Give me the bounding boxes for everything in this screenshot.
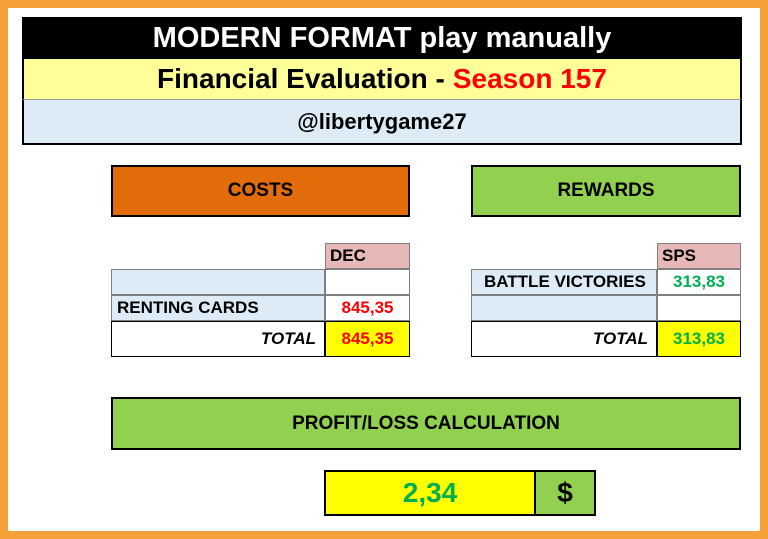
rewards-row-battle-label: BATTLE VICTORIES <box>471 269 657 295</box>
rewards-total-label: TOTAL <box>471 321 657 357</box>
rewards-header: REWARDS <box>471 165 741 217</box>
currency-symbol: $ <box>536 472 594 514</box>
costs-row-1-value <box>325 269 410 295</box>
rewards-row-2-value <box>657 295 741 321</box>
rewards-row-battle-value: 313,83 <box>657 269 741 295</box>
costs-row-1-label <box>111 269 325 295</box>
profit-loss-header: PROFIT/LOSS CALCULATION <box>111 397 741 450</box>
costs-total-value: 845,35 <box>325 321 410 357</box>
profit-value: 2,34 <box>326 472 536 514</box>
rewards-total-value: 313,83 <box>657 321 741 357</box>
rewards-row-2-label <box>471 295 657 321</box>
profit-result: 2,34 $ <box>324 470 596 516</box>
user-handle: @libertygame27 <box>22 99 742 145</box>
costs-total-label: TOTAL <box>111 321 325 357</box>
costs-column-header: DEC <box>325 243 410 269</box>
evaluation-title: Financial Evaluation - Season 157 <box>22 59 742 99</box>
evaluation-label: Financial Evaluation - <box>157 63 445 94</box>
format-title: MODERN FORMAT play manually <box>22 17 742 59</box>
costs-row-renting-label: RENTING CARDS <box>111 295 325 321</box>
costs-header: COSTS <box>111 165 410 217</box>
costs-row-renting-value: 845,35 <box>325 295 410 321</box>
rewards-column-header: SPS <box>657 243 741 269</box>
season-label: Season 157 <box>452 63 607 94</box>
